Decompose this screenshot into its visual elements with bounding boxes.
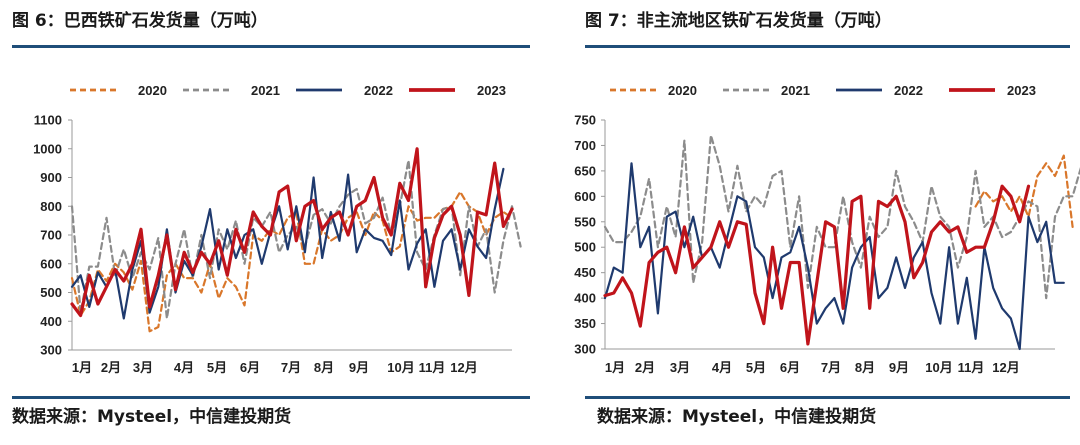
x-tick-label: 8月	[314, 360, 334, 375]
x-tick-label: 4月	[712, 360, 732, 375]
x-tick-label: 3月	[670, 360, 690, 375]
left-source-text: 数据来源：Mysteel，中信建投期货	[12, 407, 292, 427]
y-tick-label: 450	[574, 265, 596, 280]
series-line-2020	[974, 154, 1074, 228]
series-line-2022	[603, 162, 1065, 351]
x-tick-label: 10月	[925, 360, 952, 375]
y-tick-label: 1000	[33, 141, 62, 156]
y-tick-label: 900	[40, 170, 62, 185]
x-tick-label: 11月	[958, 360, 985, 375]
x-tick-label: 11月	[419, 360, 446, 375]
x-tick-label: 9月	[349, 360, 369, 375]
series-line-2023	[70, 147, 514, 318]
y-tick-label: 300	[40, 343, 62, 358]
series-line-2021	[70, 159, 522, 320]
legend-label-2023: 2023	[1007, 83, 1036, 98]
x-tick-label: 7月	[281, 360, 301, 375]
y-tick-label: 550	[574, 214, 596, 229]
x-tick-label: 7月	[821, 360, 841, 375]
legend-label-2022: 2022	[894, 83, 923, 98]
legend-label-2020: 2020	[668, 83, 697, 98]
x-tick-label: 6月	[240, 360, 260, 375]
x-tick-label: 3月	[133, 360, 153, 375]
legend-label-2021: 2021	[781, 83, 810, 98]
left-chart-title: 图 6：巴西铁矿石发货量（万吨）	[12, 11, 268, 31]
x-tick-label: 12月	[992, 360, 1019, 375]
y-tick-label: 400	[574, 291, 596, 306]
x-tick-label: 9月	[889, 360, 909, 375]
left-source-rule	[12, 396, 530, 399]
series-line-2021	[603, 134, 1080, 300]
y-tick-label: 700	[40, 228, 62, 243]
y-tick-label: 1100	[34, 113, 62, 128]
legend-label-2020: 2020	[138, 83, 167, 98]
chart-1: 300 400 500 600 700 800 900 1000 1100 1月 2月 3月 4月 5月 6…	[33, 83, 522, 375]
x-tick-label: 6月	[780, 360, 800, 375]
x-tick-label: 5月	[746, 360, 766, 375]
x-tick-label: 2月	[101, 360, 121, 375]
x-tick-label: 8月	[855, 360, 875, 375]
x-tick-label: 1月	[605, 360, 625, 375]
x-tick-label: 10月	[387, 360, 414, 375]
y-tick-label: 350	[574, 316, 596, 331]
legend-label-2022: 2022	[364, 83, 393, 98]
right-source-rule	[585, 396, 1070, 399]
y-tick-label: 600	[574, 189, 596, 204]
y-tick-label: 300	[574, 342, 596, 357]
left-title-rule	[12, 45, 530, 48]
right-source-text: 数据来源：Mysteel，中信建投期货	[597, 407, 877, 427]
y-tick-label: 600	[40, 256, 62, 271]
chart-2: 300 350 400 450 500 550 600 650 700 750 1月 2月 3月 4月 5月…	[574, 83, 1080, 375]
series-line-2023	[603, 184, 1031, 346]
right-title-rule	[585, 45, 1070, 48]
y-tick-label: 750	[574, 113, 596, 128]
legend-label-2021: 2021	[251, 83, 280, 98]
y-tick-label: 400	[40, 314, 62, 329]
right-chart-title: 图 7：非主流地区铁矿石发货量（万吨）	[585, 11, 892, 31]
x-tick-label: 1月	[72, 360, 92, 375]
y-tick-label: 800	[40, 199, 62, 214]
y-tick-label: 500	[574, 240, 596, 255]
x-tick-label: 12月	[450, 360, 477, 375]
charts-canvas: 300 400 500 600 700 800 900 1000 1100 1月 2月 3月 4月 5月 6…	[33, 83, 1080, 375]
x-tick-label: 5月	[207, 360, 227, 375]
y-tick-label: 650	[574, 163, 596, 178]
x-tick-label: 4月	[174, 360, 194, 375]
y-tick-label: 700	[574, 138, 596, 153]
y-tick-label: 500	[40, 285, 62, 300]
x-tick-label: 2月	[635, 360, 655, 375]
legend-label-2023: 2023	[477, 83, 506, 98]
